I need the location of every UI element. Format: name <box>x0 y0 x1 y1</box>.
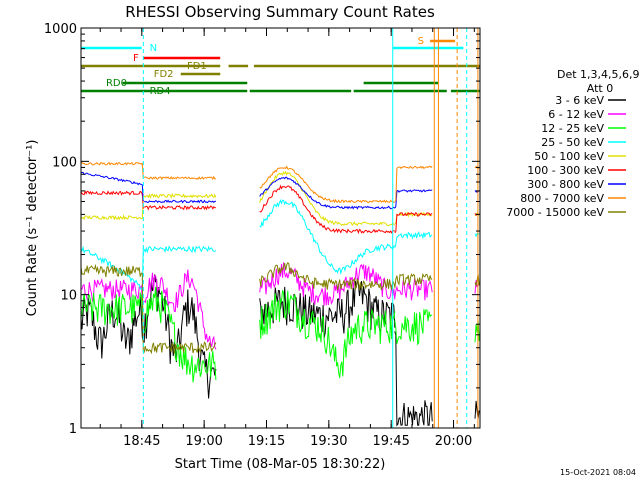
flag-label: FD2 <box>154 69 174 80</box>
flag-label: S <box>418 36 424 47</box>
legend-entry-label: 300 - 800 keV <box>527 178 604 191</box>
y-tick-label: 10 <box>60 289 77 304</box>
x-tick-label: 19:00 <box>185 434 222 449</box>
RD4-flag-bar <box>81 89 480 93</box>
RD4-flag-gap <box>247 89 250 93</box>
series-line-100-300-kev <box>81 184 480 235</box>
render-timestamp: 15-Oct-2021 08:04 <box>560 468 636 477</box>
flag-labels: NF FD1 FD2 RD0 RD4 S <box>106 36 424 97</box>
legend-entry-label: 100 - 300 keV <box>527 164 604 177</box>
event-lines-layer <box>142 28 479 428</box>
plot-frame <box>80 27 481 429</box>
flag-label: FD1 <box>187 61 207 72</box>
y-tick-label: 100 <box>52 155 77 170</box>
legend-entry-label: 6 - 12 keV <box>548 108 604 121</box>
y-tick-label: 1 <box>69 422 77 437</box>
RD4-flag-gap <box>446 89 451 93</box>
series-layer <box>81 161 480 427</box>
N-flag-bar <box>392 46 464 50</box>
legend-entry-label: 7000 - 15000 keV <box>506 206 604 219</box>
RD0-flag-bar <box>363 81 439 85</box>
legend-entry-label: 25 - 50 keV <box>541 136 604 149</box>
flag-bars-layer <box>81 39 480 93</box>
x-tick-label: 19:30 <box>310 434 347 449</box>
series-line-800-7000-kev <box>81 161 480 204</box>
legend-entry-label: 3 - 6 keV <box>555 94 604 107</box>
x-tick-label: 19:45 <box>372 434 409 449</box>
series-line-50-100-kev <box>81 170 480 227</box>
F-flag-bar <box>143 56 221 60</box>
S-flag-bar <box>430 39 456 43</box>
x-tick-label: 18:45 <box>123 434 160 449</box>
RD4-flag-gap <box>351 89 354 93</box>
FD1-flag-gap <box>220 64 229 68</box>
y-tick-label: 1000 <box>44 22 77 37</box>
FD2-flag-bar <box>180 72 221 76</box>
flag-label: RD0 <box>106 78 127 89</box>
legend-entry-label: 800 - 7000 keV <box>520 192 604 205</box>
x-tick-label: 20:00 <box>435 434 472 449</box>
x-tick-label: 19:15 <box>248 434 285 449</box>
y-axis-ticks: 1 10 100 1000 <box>44 22 480 437</box>
series-line-300-800-kev <box>81 171 480 210</box>
legend-title: Att 0 <box>587 82 613 95</box>
x-axis-ticks: 18:45 19:00 19:15 19:30 19:45 20:00 <box>99 28 475 449</box>
series-line-7000-15000-kev <box>81 262 480 355</box>
legend-entry-label: 12 - 25 keV <box>541 122 604 135</box>
x-axis-label: Start Time (08-Mar-05 18:30:22) <box>175 457 386 472</box>
legend-entry-label: 50 - 100 keV <box>534 150 604 163</box>
FD1-flag-gap <box>248 64 254 68</box>
legend-title: Det 1,3,4,5,6,9, <box>557 68 640 81</box>
flag-label: RD4 <box>150 86 171 97</box>
RD0-flag-bar <box>122 81 248 85</box>
series-line-12-25-kev <box>81 287 480 383</box>
series-line-6-12-kev <box>81 262 480 350</box>
chart-title: RHESSI Observing Summary Count Rates <box>125 3 435 21</box>
flag-label: N <box>150 43 157 54</box>
FD1-flag-bar <box>81 64 480 68</box>
y-axis-label: Count Rate (s⁻¹ detector⁻¹) <box>25 140 40 317</box>
N-flag-bar <box>81 46 142 50</box>
flag-label: F <box>133 53 139 64</box>
